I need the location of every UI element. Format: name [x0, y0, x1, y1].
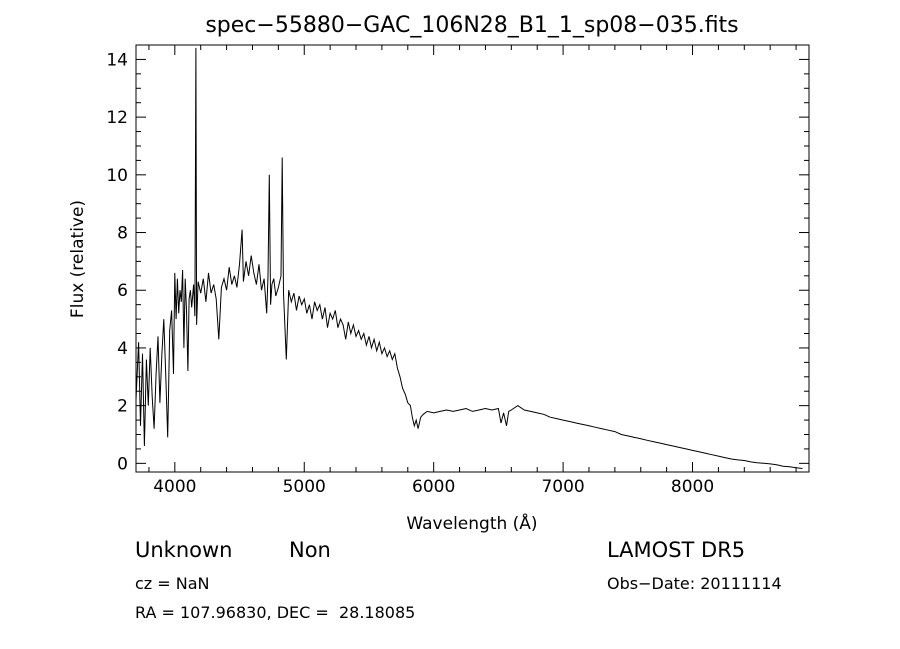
y-tick-label: 2 [117, 397, 128, 417]
x-tick-label: 8000 [671, 477, 714, 497]
y-tick-label: 10 [106, 166, 128, 186]
survey-name: LAMOST DR5 [607, 538, 746, 562]
y-tick-label: 6 [117, 281, 128, 301]
plot-frame [135, 44, 810, 473]
object-class: Unknown [135, 538, 233, 562]
y-tick-label: 14 [106, 50, 128, 70]
axis-ticks [136, 44, 809, 472]
x-tick-label: 6000 [412, 477, 455, 497]
y-tick-label: 4 [117, 339, 128, 359]
x-tick-label: 7000 [541, 477, 584, 497]
x-axis-label: Wavelength (Å) [406, 512, 537, 534]
axis-tick-labels: 4000 5000 6000 7000 8000 0 2 4 6 8 10 12 14 [106, 50, 714, 497]
x-tick-label: 5000 [283, 477, 326, 497]
redshift-value: cz = NaN [135, 574, 210, 593]
y-tick-label: 0 [117, 454, 128, 474]
y-axis-label: Flux (relative) [68, 200, 88, 318]
y-tick-label: 8 [117, 224, 128, 244]
observation-date: Obs−Date: 20111114 [607, 574, 782, 593]
spectrum-line [135, 47, 803, 469]
object-subclass: Non [289, 538, 331, 562]
coordinates: RA = 107.96830, DEC = 28.18085 [135, 603, 416, 622]
chart-title: spec−55880−GAC_106N28_B1_1_sp08−035.fits [205, 13, 738, 38]
x-tick-label: 4000 [153, 477, 196, 497]
y-tick-label: 12 [106, 108, 128, 128]
